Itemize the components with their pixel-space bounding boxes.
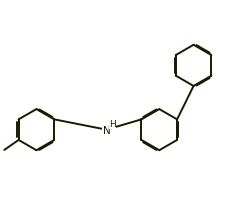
Text: H: H	[109, 120, 116, 129]
Text: N: N	[102, 125, 110, 135]
